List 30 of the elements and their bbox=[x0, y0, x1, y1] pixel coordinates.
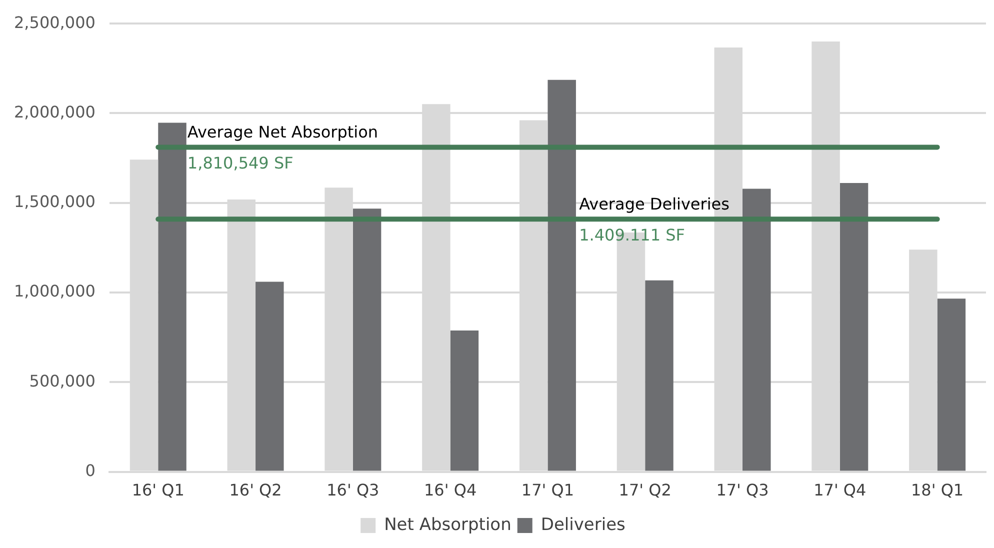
x-tick-label: 16' Q1 bbox=[132, 480, 184, 500]
ref-line-label: Average Net Absorption bbox=[187, 122, 378, 142]
y-tick-label: 2,500,000 bbox=[14, 12, 96, 32]
annotation: 1.409.111 SF bbox=[579, 225, 685, 244]
bar bbox=[840, 182, 868, 471]
ref-line-label: Average Deliveries bbox=[579, 194, 730, 214]
x-tick-label: 17' Q3 bbox=[716, 480, 769, 500]
bar bbox=[158, 122, 186, 471]
legend-label: Net Absorption bbox=[384, 514, 512, 535]
x-tick-label: 18' Q1 bbox=[910, 480, 964, 500]
legend-label: Deliveries bbox=[540, 514, 626, 535]
bar bbox=[645, 280, 674, 471]
y-tick-label: 1,500,000 bbox=[14, 192, 96, 212]
bar bbox=[450, 330, 479, 471]
bar bbox=[256, 282, 284, 471]
bar bbox=[742, 188, 771, 471]
bar bbox=[937, 298, 966, 471]
y-tick-label: 0 bbox=[85, 460, 96, 480]
x-tick-label: 17' Q1 bbox=[521, 480, 574, 500]
y-tick-label: 500,000 bbox=[29, 371, 96, 390]
x-tick-label: 17' Q4 bbox=[814, 480, 866, 500]
x-tick-label: 16' Q4 bbox=[424, 480, 477, 500]
bar bbox=[548, 80, 576, 471]
y-tick-label: 2,000,000 bbox=[14, 102, 96, 122]
annotation: 1,810,549 SF bbox=[187, 153, 294, 172]
x-tick-label: 17' Q2 bbox=[618, 480, 672, 500]
bar bbox=[352, 208, 382, 471]
x-tick-label: 16' Q3 bbox=[326, 480, 380, 500]
y-tick-label: 1,000,000 bbox=[14, 282, 96, 301]
x-tick-label: 16' Q2 bbox=[229, 480, 282, 500]
